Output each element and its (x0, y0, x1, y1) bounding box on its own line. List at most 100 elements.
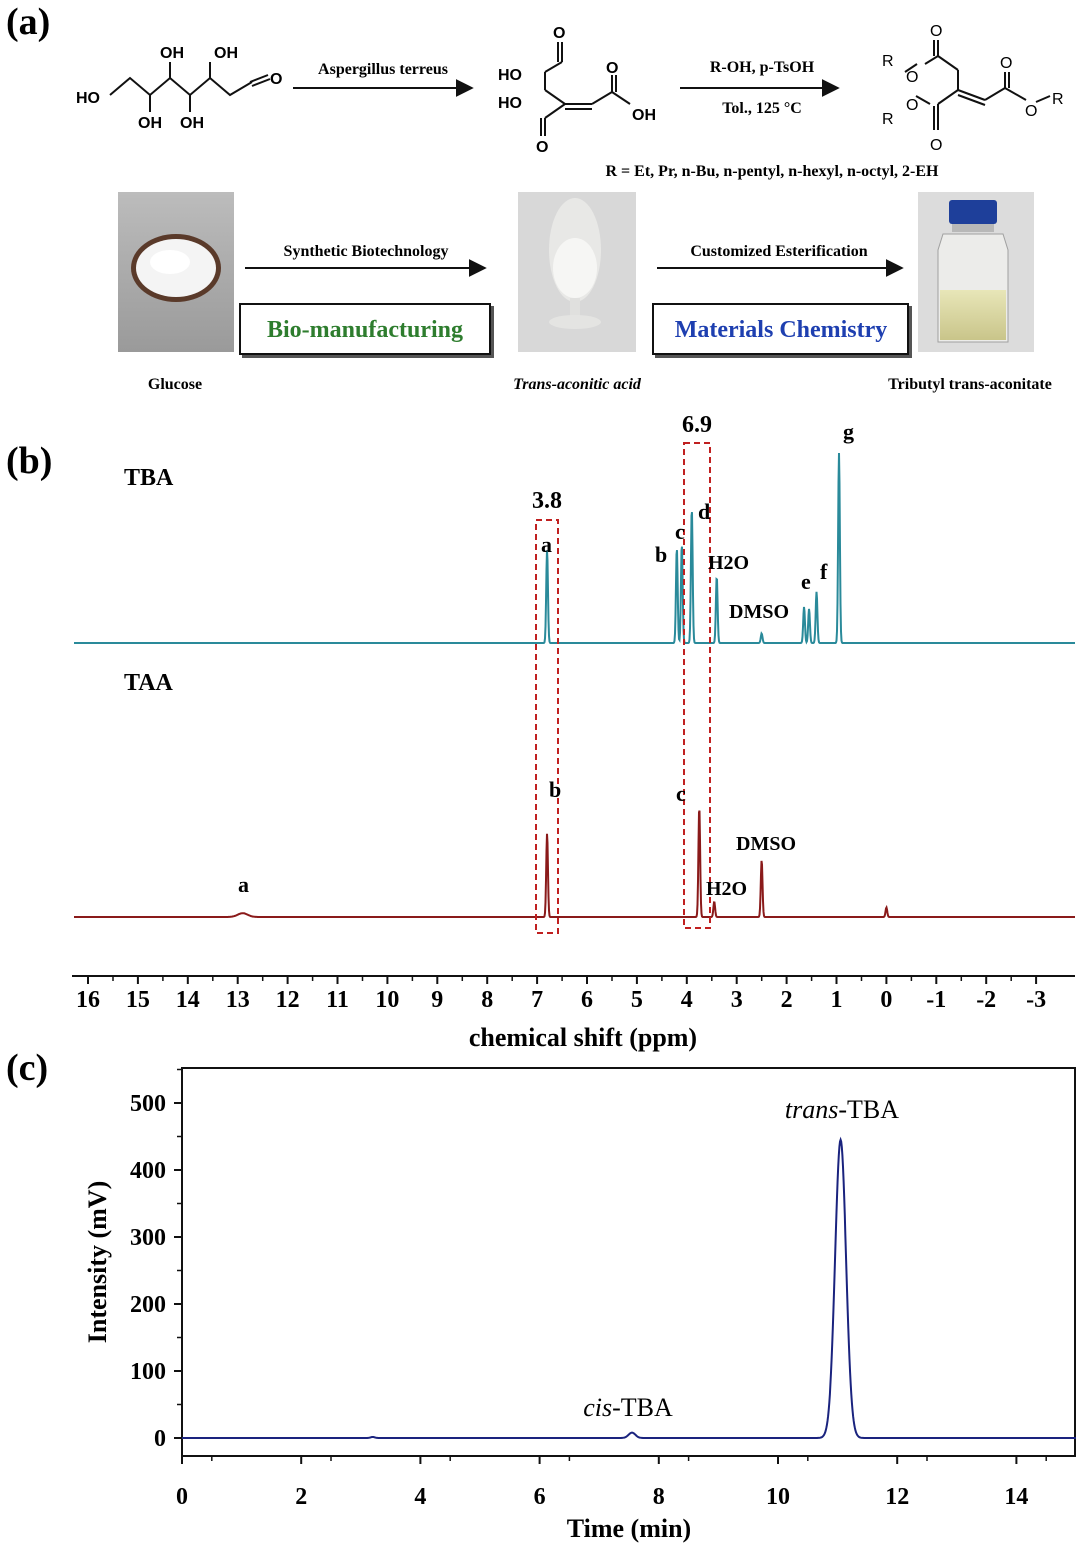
taa-structure (540, 42, 631, 136)
glucose-aldehyde-o: O (270, 71, 282, 88)
nmr-tick-label: 7 (531, 987, 543, 1013)
hplc-x-tick-label: 2 (295, 1484, 307, 1510)
caption-tba: Tributyl trans-aconitate (888, 376, 1052, 393)
tba-peak-d: d (698, 499, 710, 524)
tba-peak-g: g (843, 419, 854, 444)
taa-peak-b: b (549, 777, 561, 802)
hplc-y-tick-label: 100 (130, 1359, 166, 1385)
arrow-2-reagents: R-OH, p-TsOH (710, 59, 815, 76)
hplc-x-tick-label: 6 (534, 1484, 546, 1510)
hplc-x-tick-label: 10 (766, 1484, 790, 1510)
ester-o-6: O (1025, 103, 1037, 120)
ester-o-2: O (930, 23, 942, 40)
ester-o-5: O (1000, 55, 1012, 72)
nmr-tba-spectrum (74, 452, 1075, 645)
nmr-taa-spectrum (74, 810, 1075, 918)
step-2-label: Customized Esterification (690, 243, 867, 260)
nmr-tick-label: 14 (176, 987, 200, 1013)
hplc-y-tick-label: 200 (130, 1292, 166, 1318)
glucose-structure (109, 62, 271, 112)
box-bio-manufacturing (239, 303, 491, 355)
hplc-x-tick-label: 0 (176, 1484, 188, 1510)
arrow-2-conditions: Tol., 125 °C (722, 100, 802, 117)
nmr-tick-label: 5 (631, 987, 643, 1013)
hplc-x-axis-title: Time (min) (567, 1514, 691, 1543)
glucose-oh-4: OH (180, 115, 204, 132)
nmr-tick-label: 16 (76, 987, 100, 1013)
box-2-label: Materials Chemistry (675, 317, 888, 343)
hplc-trace (182, 1136, 1076, 1439)
series-taa-label: TAA (124, 670, 174, 696)
nmr-tick-label: 3 (731, 987, 743, 1013)
tba-photo (918, 192, 1034, 352)
taa-ho-1: HO (498, 67, 522, 84)
ester-structure (904, 40, 1051, 130)
nmr-x-ticks: 16 15 14 13 12 11 10 9 8 7 6 5 4 3 2 1 0 -1 -2 -3 (76, 976, 1046, 1013)
glucose-ho: HO (76, 90, 100, 107)
hplc-x-tick-label: 8 (653, 1484, 665, 1510)
glucose-oh-1: OH (160, 45, 184, 62)
nmr-x-axis-title: chemical shift (ppm) (469, 1023, 697, 1052)
tba-peak-e: e (801, 569, 811, 594)
taa-peak-dmso: DMSO (736, 833, 796, 855)
cis-tba-label: cis-TBA (583, 1393, 673, 1422)
ester-o-3: O (906, 97, 918, 114)
caption-taa: Trans-aconitic acid (513, 376, 642, 393)
nmr-tick-label: 13 (226, 987, 250, 1013)
panel-b-label: (b) (6, 440, 52, 482)
hplc-y-tick-label: 0 (154, 1426, 166, 1452)
hplc-x-tick-label: 4 (414, 1484, 426, 1510)
taa-o-top: O (553, 25, 565, 42)
nmr-tick-label: 0 (880, 987, 892, 1013)
tba-peak-f: f (820, 559, 828, 584)
tba-peak-a: a (541, 532, 552, 557)
tba-peak-c: c (675, 519, 685, 544)
nmr-tick-label: 10 (375, 987, 399, 1013)
ester-r-3: R (1052, 91, 1064, 108)
glucose-photo (118, 192, 234, 352)
taa-oh: OH (632, 107, 656, 124)
highlight-label-3.8: 3.8 (532, 488, 562, 514)
nmr-tick-label: 9 (431, 987, 443, 1013)
tba-peak-dmso: DMSO (729, 601, 789, 623)
taa-o-right: O (606, 60, 618, 77)
nmr-tick-label: 2 (781, 987, 793, 1013)
panel-a-label: (a) (6, 1, 50, 43)
nmr-tick-label: 4 (681, 987, 693, 1013)
step-1-label: Synthetic Biotechnology (284, 243, 449, 260)
ester-o-4: O (930, 137, 942, 154)
r-groups: R = Et, Pr, n-Bu, n-pentyl, n-hexyl, n-o… (606, 163, 940, 180)
highlight-box-3.8 (535, 519, 559, 934)
caption-glucose: Glucose (148, 376, 202, 393)
highlight-box-6.9 (683, 442, 711, 929)
ester-r-2: R (882, 111, 894, 128)
tba-peak-b: b (655, 542, 667, 567)
hplc-y-tick-label: 300 (130, 1225, 166, 1251)
highlight-label-6.9: 6.9 (682, 412, 712, 438)
taa-peak-h2o: H2O (706, 878, 747, 900)
nmr-tick-label: -2 (976, 987, 996, 1013)
hplc-y-tick-label: 500 (130, 1091, 166, 1117)
box-1-label: Bio-manufacturing (267, 317, 463, 343)
ester-r-1: R (882, 53, 894, 70)
nmr-tick-label: 6 (581, 987, 593, 1013)
hplc-ticks: 0 2 4 6 8 10 12 14 0 100 200 300 400 500 (130, 1068, 1047, 1510)
arrow-1-label: Aspergillus terreus (318, 61, 448, 78)
nmr-tick-label: -1 (926, 987, 946, 1013)
taa-photo (518, 192, 636, 352)
nmr-tick-label: 12 (276, 987, 300, 1013)
box-materials-chemistry (652, 303, 909, 355)
tba-peak-h2o: H2O (708, 552, 749, 574)
nmr-tick-label: 1 (831, 987, 843, 1013)
glucose-oh-2: OH (214, 45, 238, 62)
hplc-x-tick-label: 12 (885, 1484, 909, 1510)
taa-peak-c: c (676, 781, 686, 806)
nmr-tick-label: 11 (326, 987, 349, 1013)
hplc-x-tick-label: 14 (1004, 1484, 1028, 1510)
glucose-oh-3: OH (138, 115, 162, 132)
taa-o-bottom: O (536, 139, 548, 156)
series-tba-label: TBA (124, 465, 174, 491)
nmr-tick-label: 15 (126, 987, 150, 1013)
hplc-y-tick-label: 400 (130, 1158, 166, 1184)
